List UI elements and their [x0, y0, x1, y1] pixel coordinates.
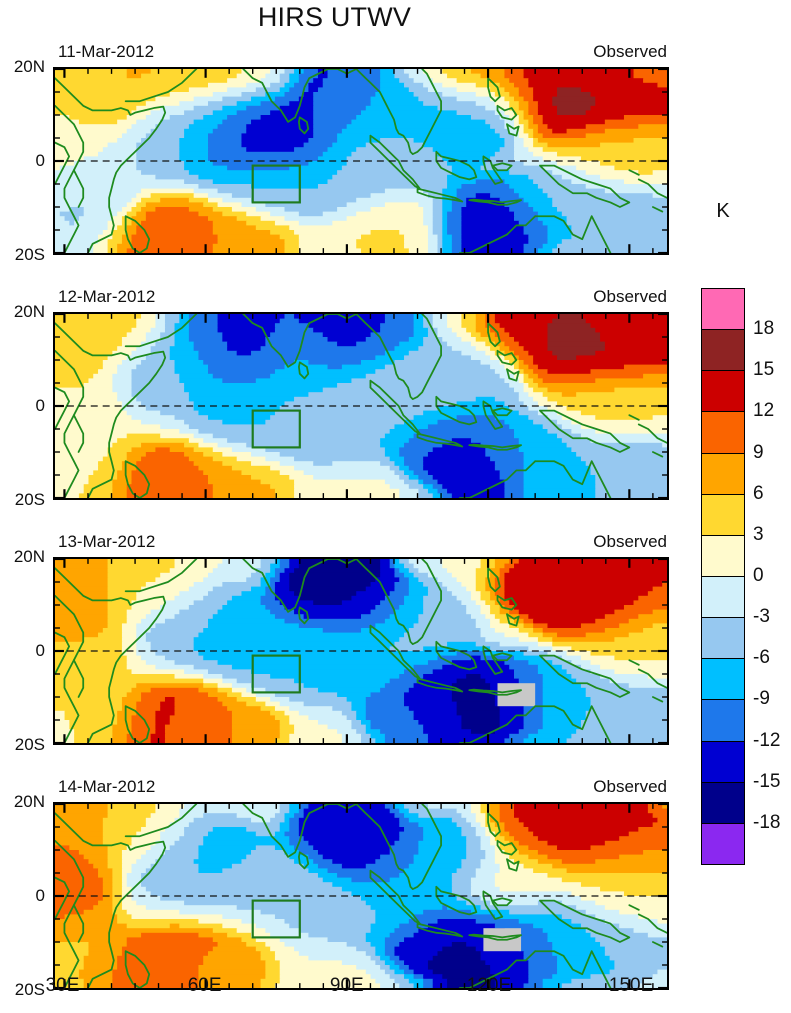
colorbar-tick-label: 0: [753, 565, 764, 586]
colorbar-swatch: [701, 699, 745, 743]
panel-date-label: 12-Mar-2012: [58, 287, 156, 306]
colorbar-swatch: [701, 288, 745, 331]
colorbar-swatch: [701, 329, 745, 372]
x-axis-tick-label: 30E: [45, 975, 80, 996]
colorbar-unit-label: K: [716, 200, 730, 222]
map-plot-area: [53, 802, 669, 990]
y-axis-tick-label: 20N: [13, 547, 45, 566]
colorbar-swatch: [701, 370, 745, 413]
panel-source-label: Observed: [593, 532, 667, 551]
map-plot-area: [53, 67, 669, 255]
x-axis-tick-label: 90E: [329, 975, 364, 996]
colorbar-tick-label: -18: [753, 811, 781, 833]
colorbar-swatch: [701, 576, 745, 619]
colorbar-swatch: [701, 617, 745, 660]
colorbar-tick-label: 3: [753, 523, 764, 545]
colorbar-swatch: [701, 534, 745, 578]
panel-source-label: Observed: [593, 777, 667, 796]
y-axis-tick-label: 20S: [14, 245, 45, 264]
y-axis-tick-label: 20S: [14, 735, 45, 754]
colorbar-swatch: [701, 452, 745, 496]
x-axis-tick-label: 150E: [608, 975, 654, 996]
panel-date-label: 11-Mar-2012: [58, 42, 155, 61]
colorbar-tick-label: 9: [753, 441, 764, 463]
panel-source-label: Observed: [593, 287, 667, 306]
map-panel: 12-Mar-2012 Observed 20N 0 20S: [14, 287, 669, 509]
map-plot-area: [53, 312, 669, 500]
y-axis-tick-label: 20N: [13, 792, 45, 811]
map-panel: 13-Mar-2012 Observed 20N 0 20S: [14, 532, 669, 754]
colorbar-tick-label: -15: [753, 770, 781, 792]
figure-title: HIRS UTWV: [257, 2, 412, 32]
panel-date-label: 13-Mar-2012: [58, 532, 156, 551]
y-axis-tick-label: 0: [35, 396, 45, 415]
colorbar-tick-label: -3: [753, 606, 770, 628]
colorbar: 18 15 12 9 6 3 0 -3 -6 -9 -12 -15 -18: [701, 288, 780, 866]
x-axis-tick-label: 60E: [187, 975, 222, 996]
colorbar-tick-label: -9: [753, 688, 770, 710]
x-axis-labels: 30E 60E 90E 120E 150E: [46, 975, 669, 1005]
colorbar-tick-label: 6: [753, 482, 764, 504]
y-axis-tick-label: 20N: [13, 57, 45, 76]
colorbar-swatch: [701, 822, 745, 866]
colorbar-tick-label: 12: [753, 400, 775, 422]
colorbar-swatch: [701, 493, 745, 537]
colorbar-swatch: [701, 411, 745, 455]
map-panel: 11-Mar-2012 Observed 20N 0 20S: [14, 42, 669, 264]
y-axis-tick-label: 0: [35, 151, 45, 170]
colorbar-tick-label: -6: [753, 647, 770, 669]
colorbar-swatch: [701, 740, 745, 784]
colorbar-tick-label: 15: [753, 359, 775, 381]
panel-source-label: Observed: [593, 42, 667, 61]
y-axis-tick-label: 0: [35, 886, 45, 905]
colorbar-tick-label: 18: [753, 318, 775, 340]
y-axis-tick-label: 0: [35, 641, 45, 660]
panel-date-label: 14-Mar-2012: [58, 777, 156, 796]
colorbar-swatch: [701, 781, 745, 825]
y-axis-tick-label: 20S: [14, 980, 45, 999]
x-axis-tick-label: 120E: [466, 975, 512, 996]
map-plot-area: [53, 557, 669, 745]
colorbar-tick-label: -12: [753, 729, 781, 751]
y-axis-tick-label: 20N: [13, 302, 45, 321]
y-axis-tick-label: 20S: [14, 490, 45, 509]
colorbar-swatch: [701, 658, 745, 701]
map-panel: 14-Mar-2012 Observed 20N 0 20S: [14, 777, 669, 999]
